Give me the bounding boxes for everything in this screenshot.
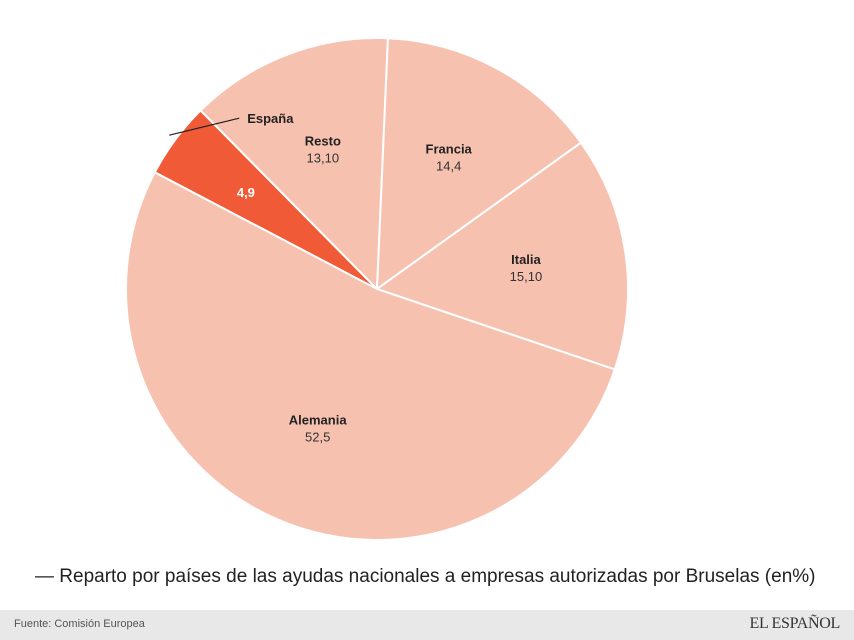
leader-line-espana [169,117,240,136]
slice-value-italia: 15,10 [510,269,543,284]
slice-label-italia: Italia [511,252,541,267]
chart-caption: — Reparto por países de las ayudas nacio… [35,566,845,588]
slice-value-francia: 14,4 [436,159,461,174]
pie-slice-italia [374,141,629,371]
pie-chart: 4,9 España Resto 13,10 Francia 14,4 Italia 15,1… [125,37,629,541]
pie-slice-alemania [125,170,617,541]
slice-value-resto: 13,10 [307,150,340,165]
caption-dash: — [35,566,54,587]
slice-label-espana: España [247,111,294,126]
pie-slice-resto [199,37,389,292]
brand-logo: EL ESPAÑOL [749,615,841,632]
caption-text: Reparto por países de las ayudas naciona… [59,566,816,587]
source-note: Fuente: Comisión Europea [14,618,145,630]
slice-label-alemania: Alemania [289,412,348,427]
slice-value-espana: 4,9 [237,185,255,200]
footer-bar: Fuente: Comisión Europea EL ESPAÑOL [0,610,854,640]
slice-value-alemania: 52,5 [305,429,330,444]
pie-slices [125,37,629,541]
pie-slice-francia [375,37,583,292]
slice-label-francia: Francia [426,142,473,157]
pie-labels: 4,9 España Resto 13,10 Francia 14,4 Italia 15,1… [169,111,542,444]
slice-label-resto: Resto [305,133,341,148]
